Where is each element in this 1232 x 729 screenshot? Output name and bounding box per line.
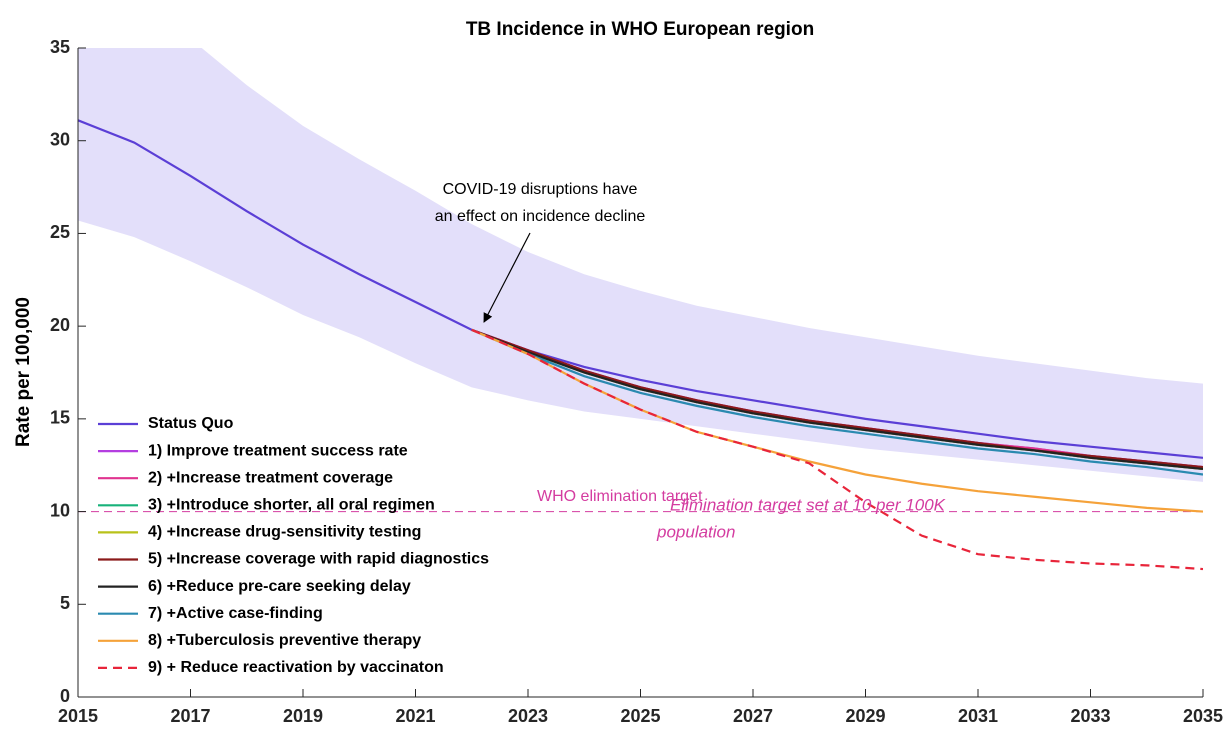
- y-tick-label: 20: [50, 315, 70, 335]
- y-axis-label: Rate per 100,000: [13, 297, 34, 447]
- y-tick-label: 0: [60, 686, 70, 706]
- x-tick-label: 2033: [1070, 706, 1110, 726]
- y-tick-label: 15: [50, 408, 70, 428]
- legend-label: Status Quo: [148, 415, 234, 432]
- series-line: [471, 328, 1203, 476]
- y-tick-label: 35: [50, 37, 70, 57]
- x-tick-label: 2021: [395, 706, 435, 726]
- legend-label: 8) +Tuberculosis preventive therapy: [148, 632, 421, 649]
- uncertainty-band: [78, 48, 1203, 482]
- legend-label: 3) +Introduce shorter, all oral regimen: [148, 497, 435, 514]
- x-tick-label: 2025: [620, 706, 660, 726]
- chart-title: TB Incidence in WHO European region: [466, 19, 814, 40]
- plot-area: [78, 48, 1203, 571]
- x-tick-label: 2029: [845, 706, 885, 726]
- series-line: [471, 328, 1203, 469]
- series-line: [471, 328, 1203, 471]
- legend-label: 7) +Active case-finding: [148, 605, 323, 622]
- annotation: COVID-19 disruptions have: [443, 181, 638, 198]
- series-line: [78, 119, 1203, 459]
- y-tick-label: 30: [50, 129, 70, 149]
- target-label: WHO elimination target: [537, 488, 703, 505]
- x-tick-label: 2023: [508, 706, 548, 726]
- legend-label: 6) +Reduce pre-care seeking delay: [148, 578, 411, 595]
- legend-label: 4) +Increase drug-sensitivity testing: [148, 524, 421, 541]
- x-tick-label: 2019: [283, 706, 323, 726]
- target-note: population: [656, 522, 735, 541]
- legend-label: 1) Improve treatment success rate: [148, 442, 408, 459]
- annotation-arrow: [483, 232, 531, 323]
- target-note: Elimination target set at 10 per 100K: [670, 495, 946, 514]
- legend-label: 9) + Reduce reactivation by vaccinaton: [148, 659, 444, 676]
- y-tick-label: 25: [50, 222, 70, 242]
- x-tick-label: 2031: [958, 706, 998, 726]
- annotation: an effect on incidence decline: [435, 208, 646, 225]
- x-tick-label: 2017: [170, 706, 210, 726]
- legend-label: 5) +Increase coverage with rapid diagnos…: [148, 551, 489, 568]
- legend-label: 2) +Increase treatment coverage: [148, 469, 393, 486]
- y-tick-label: 10: [50, 500, 70, 520]
- x-tick-label: 2015: [58, 706, 98, 726]
- x-tick-label: 2027: [733, 706, 773, 726]
- x-tick-label: 2035: [1183, 706, 1223, 726]
- series-line: [471, 328, 1203, 571]
- y-tick-label: 5: [60, 593, 70, 613]
